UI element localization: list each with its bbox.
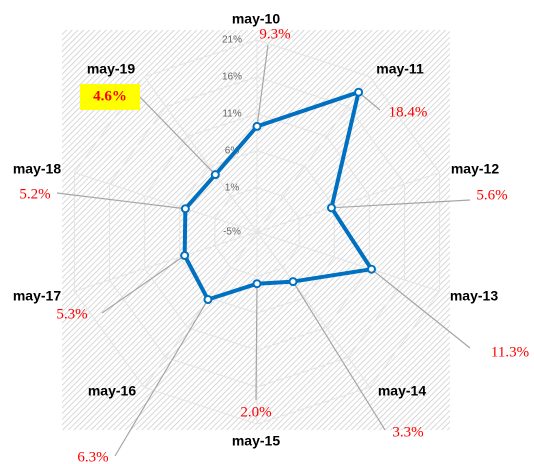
leader-line bbox=[101, 255, 186, 314]
leader-line bbox=[371, 268, 471, 349]
category-label: may-11 bbox=[376, 61, 424, 77]
leader-line bbox=[56, 192, 186, 210]
label-highlight bbox=[80, 84, 140, 110]
r-tick-label: 1% bbox=[225, 182, 240, 193]
spoke bbox=[256, 76, 371, 233]
data-point bbox=[180, 251, 190, 261]
leader-line bbox=[256, 44, 269, 127]
spoke bbox=[74, 172, 258, 233]
r-tick-label: 16% bbox=[222, 72, 242, 83]
spoke bbox=[143, 76, 258, 233]
value-label: 2.0% bbox=[240, 404, 271, 420]
data-point bbox=[203, 295, 213, 305]
leader-line bbox=[331, 199, 471, 209]
data-point bbox=[288, 277, 298, 287]
data-point bbox=[210, 170, 220, 180]
data-point bbox=[180, 204, 190, 214]
r-tick-label: 11% bbox=[222, 108, 241, 119]
spoke bbox=[74, 231, 258, 292]
data-point bbox=[252, 279, 262, 289]
category-label: may-12 bbox=[451, 161, 499, 177]
category-label: may-10 bbox=[232, 11, 280, 27]
category-label: may-13 bbox=[450, 288, 498, 304]
leader-line bbox=[139, 96, 216, 176]
value-label: 5.6% bbox=[476, 187, 507, 203]
value-label: 11.3% bbox=[491, 344, 529, 360]
category-label: may-17 bbox=[13, 288, 61, 304]
leader-line bbox=[358, 91, 381, 111]
value-label: 3.3% bbox=[392, 424, 423, 440]
value-label: 6.3% bbox=[77, 449, 108, 464]
leader-line bbox=[292, 281, 386, 431]
value-label: 18.4% bbox=[389, 104, 428, 120]
value-label: 9.3% bbox=[259, 26, 290, 42]
value-label: 5.3% bbox=[56, 306, 87, 322]
category-label: may-18 bbox=[13, 161, 61, 177]
category-label: may-19 bbox=[87, 61, 135, 77]
r-tick-label: 21% bbox=[222, 35, 242, 46]
r-tick-label: -5% bbox=[223, 227, 241, 238]
spoke bbox=[143, 231, 258, 388]
data-point bbox=[326, 203, 336, 213]
leader-line bbox=[255, 283, 258, 401]
r-tick-label: 6% bbox=[225, 145, 240, 156]
spoke bbox=[256, 231, 440, 292]
spoke bbox=[256, 231, 371, 388]
data-point bbox=[366, 264, 376, 274]
leader-line bbox=[114, 299, 209, 457]
value-label: 5.2% bbox=[19, 186, 50, 202]
spoke bbox=[256, 172, 440, 233]
value-label: 4.6% bbox=[93, 88, 127, 104]
category-label: may-15 bbox=[232, 433, 280, 449]
category-label: may-16 bbox=[88, 383, 136, 399]
data-point bbox=[252, 121, 262, 131]
data-point bbox=[354, 87, 364, 97]
category-label: may-14 bbox=[378, 383, 426, 399]
